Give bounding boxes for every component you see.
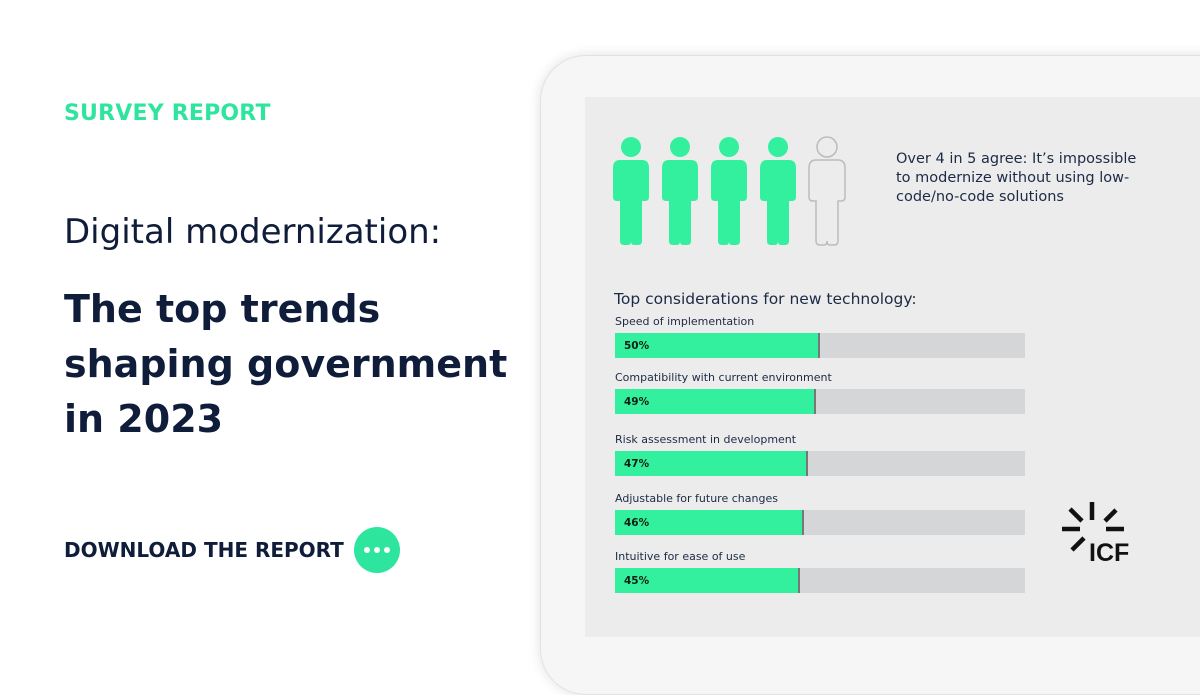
- bar-value-label: 47%: [624, 458, 650, 470]
- bar-value-label: 46%: [624, 517, 650, 529]
- bar-track: 45%: [615, 568, 1025, 593]
- bar: [615, 568, 800, 593]
- bar: [615, 451, 808, 476]
- bar-track: 47%: [615, 451, 1025, 476]
- page-title: The top trends shaping government in 202…: [64, 287, 508, 441]
- person-outline-icon: [808, 136, 846, 246]
- bar-track: 46%: [615, 510, 1025, 535]
- svg-text:ICF: ICF: [1089, 539, 1129, 564]
- bar-row: Intuitive for ease of use 45%: [615, 550, 1025, 593]
- chart-title: Top considerations for new technology:: [614, 290, 917, 308]
- bar-row: Adjustable for future changes 46%: [615, 492, 1025, 535]
- bar-track: 50%: [615, 333, 1025, 358]
- bar-row: Speed of implementation 50%: [615, 315, 1025, 358]
- download-button[interactable]: [354, 527, 400, 573]
- person-filled-icon: [711, 137, 747, 245]
- person-filled-icon: [760, 137, 796, 245]
- bar-value-label: 50%: [624, 340, 650, 352]
- bar-category-label: Intuitive for ease of use: [615, 550, 746, 563]
- bar-category-label: Risk assessment in development: [615, 433, 797, 446]
- bar-track: 49%: [615, 389, 1025, 414]
- bar-value-label: 49%: [624, 396, 650, 408]
- people-icons: [612, 135, 846, 247]
- bar-category-label: Compatibility with current environment: [615, 371, 832, 384]
- bar-row: Risk assessment in development 47%: [615, 433, 1025, 476]
- ellipsis-icon: [364, 547, 390, 553]
- person-filled-icon: [662, 137, 698, 245]
- bar: [615, 389, 816, 414]
- bar-row: Compatibility with current environment 4…: [615, 371, 1025, 414]
- person-filled-icon: [613, 137, 649, 245]
- bar: [615, 510, 804, 535]
- subtitle: Digital modernization:: [64, 212, 442, 252]
- bar-category-label: Speed of implementation: [615, 315, 755, 328]
- eyebrow: SURVEY REPORT: [64, 101, 271, 126]
- bar: [615, 333, 820, 358]
- icf-logo: ICF: [1062, 502, 1129, 564]
- bar-category-label: Adjustable for future changes: [615, 492, 778, 505]
- download-link[interactable]: DOWNLOAD THE REPORT: [64, 538, 344, 562]
- stat-text: Over 4 in 5 agree: It’s impossible to mo…: [896, 151, 1137, 205]
- bar-value-label: 45%: [624, 575, 650, 587]
